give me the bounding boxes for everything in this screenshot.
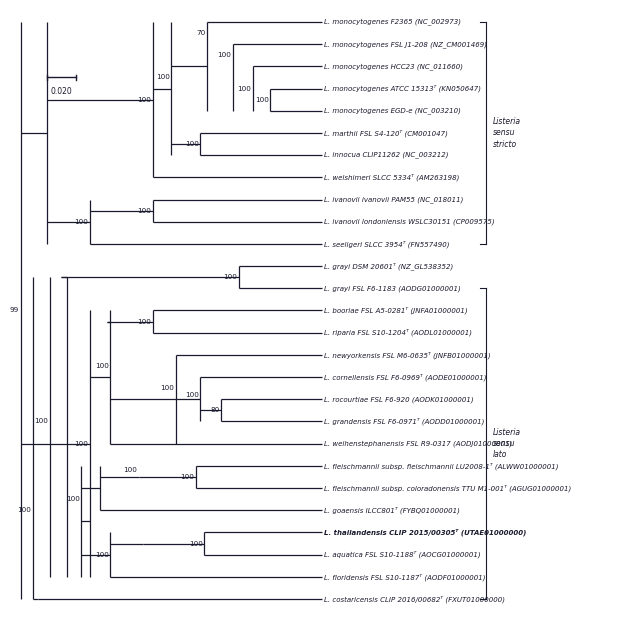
Text: 100: 100 xyxy=(156,75,170,81)
Text: 99: 99 xyxy=(9,307,19,314)
Text: L. innocua CLIP11262 (NC_003212): L. innocua CLIP11262 (NC_003212) xyxy=(324,152,449,158)
Text: L. monocytogenes ATCC 15313ᵀ (KN050647): L. monocytogenes ATCC 15313ᵀ (KN050647) xyxy=(324,85,481,93)
Text: L. cornellensis FSL F6-0969ᵀ (AODE01000001): L. cornellensis FSL F6-0969ᵀ (AODE010000… xyxy=(324,373,487,381)
Text: L. thailandensis CLIP 2015/00305ᵀ (UTAE01000000): L. thailandensis CLIP 2015/00305ᵀ (UTAE0… xyxy=(324,528,527,536)
Text: 100: 100 xyxy=(137,207,152,214)
Text: 100: 100 xyxy=(66,496,80,502)
Text: L. booriae FSL A5-0281ᵀ (JNFA01000001): L. booriae FSL A5-0281ᵀ (JNFA01000001) xyxy=(324,307,468,314)
Text: 100: 100 xyxy=(75,219,89,225)
Text: L. monocytogenes FSL J1-208 (NZ_CM001469): L. monocytogenes FSL J1-208 (NZ_CM001469… xyxy=(324,41,487,48)
Text: L. costaricensis CLIP 2016/00682ᵀ (FXUT01000000): L. costaricensis CLIP 2016/00682ᵀ (FXUT0… xyxy=(324,596,505,603)
Text: 100: 100 xyxy=(224,274,237,280)
Text: L. rocourtiae FSL F6-920 (AODK01000001): L. rocourtiae FSL F6-920 (AODK01000001) xyxy=(324,396,474,402)
Text: 100: 100 xyxy=(94,551,109,558)
Text: 100: 100 xyxy=(75,441,89,446)
Text: L. ivanovii ivanovii PAM55 (NC_018011): L. ivanovii ivanovii PAM55 (NC_018011) xyxy=(324,196,464,203)
Text: L. marthii FSL S4-120ᵀ (CM001047): L. marthii FSL S4-120ᵀ (CM001047) xyxy=(324,129,448,137)
Text: 100: 100 xyxy=(160,385,175,391)
Text: L. welshimeri SLCC 5334ᵀ (AM263198): L. welshimeri SLCC 5334ᵀ (AM263198) xyxy=(324,173,460,181)
Text: 100: 100 xyxy=(184,141,199,147)
Text: 80: 80 xyxy=(211,407,220,414)
Text: L. monocytogenes EGD-e (NC_003210): L. monocytogenes EGD-e (NC_003210) xyxy=(324,107,461,114)
Text: L. newyorkensis FSL M6-0635ᵀ (JNFB01000001): L. newyorkensis FSL M6-0635ᵀ (JNFB010000… xyxy=(324,351,491,359)
Text: L. ivanovii londoniensis WSLC30151 (CP009575): L. ivanovii londoniensis WSLC30151 (CP00… xyxy=(324,219,495,225)
Text: 100: 100 xyxy=(217,52,232,58)
Text: L. fleischmannii subsp. coloradonensis TTU M1-001ᵀ (AGUG01000001): L. fleischmannii subsp. coloradonensis T… xyxy=(324,484,571,492)
Text: L. weihenstephanensis FSL R9-0317 (AODJ01000001): L. weihenstephanensis FSL R9-0317 (AODJ0… xyxy=(324,440,512,447)
Text: Listeria
sensu
lato: Listeria sensu lato xyxy=(493,428,521,460)
Text: L. aquatica FSL S10-1188ᵀ (AOCG01000001): L. aquatica FSL S10-1188ᵀ (AOCG01000001) xyxy=(324,551,481,558)
Text: 100: 100 xyxy=(184,392,199,398)
Text: 70: 70 xyxy=(196,30,206,36)
Text: L. fleischmannii subsp. fleischmannii LU2008-1ᵀ (ALWW01000001): L. fleischmannii subsp. fleischmannii LU… xyxy=(324,462,559,469)
Text: 100: 100 xyxy=(17,507,31,514)
Text: Listeria
sensu
stricto: Listeria sensu stricto xyxy=(493,117,521,148)
Text: L. grandensis FSL F6-0971ᵀ (AODD01000001): L. grandensis FSL F6-0971ᵀ (AODD01000001… xyxy=(324,418,485,425)
Text: L. riparia FSL S10-1204ᵀ (AODL01000001): L. riparia FSL S10-1204ᵀ (AODL01000001) xyxy=(324,329,473,337)
Text: L. floridensis FSL S10-1187ᵀ (AODF01000001): L. floridensis FSL S10-1187ᵀ (AODF010000… xyxy=(324,573,486,581)
Text: 100: 100 xyxy=(35,419,48,425)
Text: 100: 100 xyxy=(94,363,109,369)
Text: 100: 100 xyxy=(137,97,152,102)
Text: 100: 100 xyxy=(238,86,252,91)
Text: 100: 100 xyxy=(255,97,269,102)
Text: L. grayi FSL F6-1183 (AODG01000001): L. grayi FSL F6-1183 (AODG01000001) xyxy=(324,285,461,291)
Text: 100: 100 xyxy=(137,319,152,325)
Text: 100: 100 xyxy=(123,468,137,473)
Text: 100: 100 xyxy=(181,474,194,480)
Text: L. grayi DSM 20601ᵀ (NZ_GL538352): L. grayi DSM 20601ᵀ (NZ_GL538352) xyxy=(324,262,453,270)
Text: L. goaensis ILCC801ᵀ (FYBQ01000001): L. goaensis ILCC801ᵀ (FYBQ01000001) xyxy=(324,507,460,514)
Text: 100: 100 xyxy=(189,540,203,546)
Text: L. seeligeri SLCC 3954ᵀ (FN557490): L. seeligeri SLCC 3954ᵀ (FN557490) xyxy=(324,240,450,248)
Text: 0.020: 0.020 xyxy=(50,88,72,96)
Text: L. monocytogenes F2365 (NC_002973): L. monocytogenes F2365 (NC_002973) xyxy=(324,19,461,25)
Text: L. monocytogenes HCC23 (NC_011660): L. monocytogenes HCC23 (NC_011660) xyxy=(324,63,463,70)
